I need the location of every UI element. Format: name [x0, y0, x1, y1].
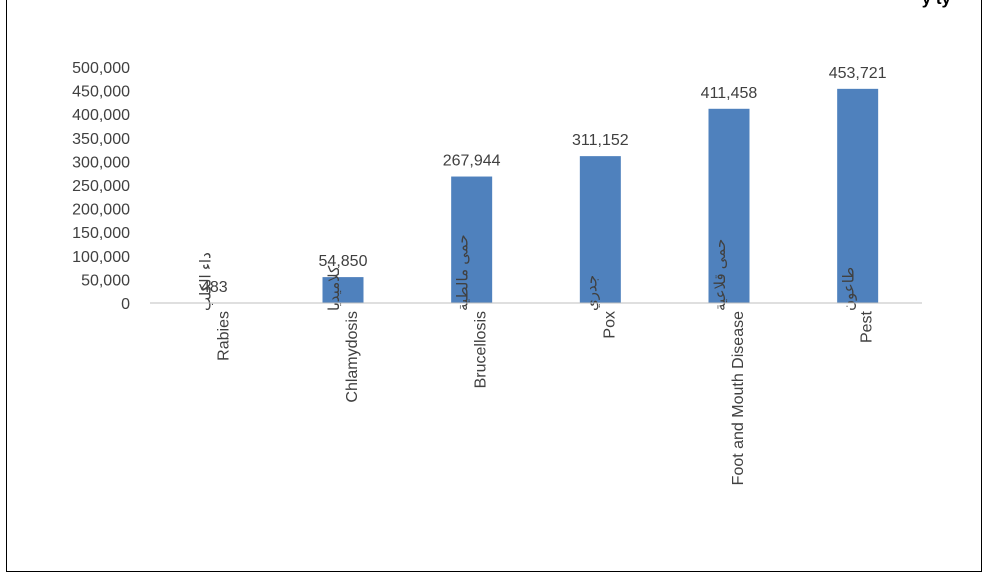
y-tick-label: 0	[121, 296, 130, 313]
x-tick-label-arabic: داء الكلب	[197, 252, 214, 311]
x-tick-label-english: Brucellosis	[473, 311, 490, 388]
x-tick-label-arabic: طاعون	[841, 267, 858, 311]
y-tick-label: 400,000	[72, 107, 130, 124]
bar	[451, 176, 493, 303]
y-tick-label: 250,000	[72, 178, 130, 195]
bar	[708, 108, 750, 303]
x-tick-label-english: Pox	[601, 311, 618, 339]
bars	[193, 88, 879, 303]
data-label: 54,850	[319, 253, 368, 270]
y-tick-label: 300,000	[72, 154, 130, 171]
x-tick-label-arabic: حمى قلاعية	[712, 239, 729, 311]
y-tick-label: 450,000	[72, 84, 130, 101]
y-axis: 0 50,000 100,000 150,000 200,000 250,000 300,0…	[72, 60, 130, 313]
data-label: 453,721	[829, 65, 887, 82]
x-tick-label-english: Chlamydosis	[344, 311, 361, 403]
y-tick-label: 100,000	[72, 249, 130, 266]
x-tick-label-english: Rabies	[215, 311, 232, 361]
x-tick-label-arabic: جدري	[583, 275, 601, 311]
data-label: 267,944	[443, 153, 501, 170]
y-tick-label: 500,000	[72, 60, 130, 77]
bar	[837, 88, 879, 303]
x-tick-label-arabic: حمى مالطية	[455, 234, 472, 311]
x-tick-label-arabic: كلاميديا	[326, 265, 343, 311]
chart-title-fragment: y ty	[922, 0, 951, 9]
data-labels: 483 54,850 267,944 311,152 411,458 453,721	[201, 65, 887, 296]
x-tick-label-english: Foot and Mouth Disease	[730, 311, 747, 485]
y-tick-label: 200,000	[72, 202, 130, 219]
y-tick-label: 150,000	[72, 225, 130, 242]
bar	[322, 277, 364, 303]
y-tick-label: 350,000	[72, 131, 130, 148]
bar	[579, 156, 621, 303]
data-label: 311,152	[572, 132, 629, 149]
y-tick-label: 50,000	[81, 272, 130, 289]
data-label: 483	[201, 279, 228, 296]
chart-frame: y ty	[6, 0, 982, 572]
data-label: 411,458	[701, 85, 758, 102]
x-tick-label-english: Pest	[859, 310, 876, 343]
